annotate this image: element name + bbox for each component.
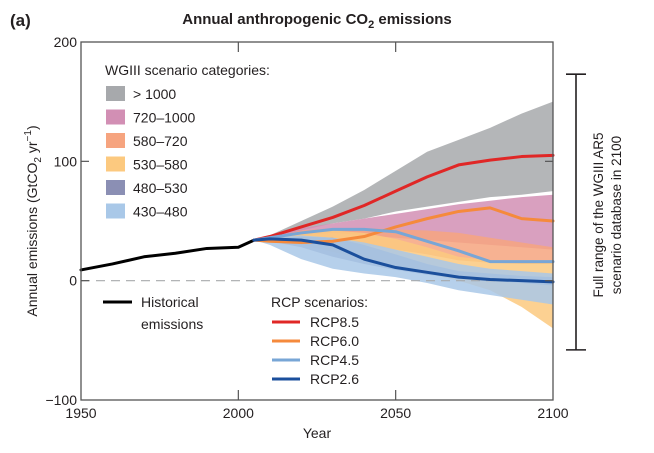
- series-line-rcp4-5: [252, 227, 555, 264]
- series-line-historical-emissions: [79, 238, 256, 272]
- series-line-rcp6-0: [252, 206, 555, 244]
- x-tick-label: 2100: [537, 405, 568, 421]
- panel-label: (a): [10, 11, 31, 30]
- plot-frame: [80, 41, 554, 401]
- y-tick-label: 0: [69, 273, 77, 289]
- legend-label-category: 480–530: [133, 180, 188, 196]
- series-line-rcp8-5: [252, 153, 555, 242]
- legend-swatch-category: [106, 156, 125, 172]
- legend-label-category: 430–480: [133, 204, 188, 220]
- legend-label-rcp: RCP6.0: [310, 333, 359, 349]
- y-axis-label: Annual emissions (GtCO2 yr−1): [23, 125, 44, 316]
- legend-label-historical-1: Historical: [141, 294, 199, 310]
- y-tick-label: −100: [45, 392, 77, 408]
- band-0: [254, 101, 554, 241]
- legend-label-rcp: RCP2.6: [310, 371, 359, 387]
- series-lines: [79, 153, 555, 284]
- legend-categories: WGIII scenario categories: > 1000 720–100…: [105, 62, 270, 220]
- legend-swatch-category: [106, 86, 125, 101]
- legend-label-rcp: RCP4.5: [310, 352, 359, 368]
- x-axis-label: Year: [303, 425, 332, 441]
- legend-label-category: 580–720: [133, 133, 188, 149]
- legend-label-rcp: RCP8.5: [310, 314, 359, 330]
- x-tick-label: 2000: [223, 405, 254, 421]
- legend-label-category: > 1000: [133, 86, 176, 102]
- legend-historical: Historical emissions: [103, 294, 203, 332]
- range-bar-label-1: Full range of the WGIII AR5: [591, 132, 606, 297]
- legend-swatch-category: [106, 133, 125, 148]
- x-tick-label: 2050: [380, 405, 411, 421]
- legend-swatch-category: [106, 109, 125, 125]
- legend-label-category: 720–1000: [133, 110, 196, 126]
- y-tick-label: 100: [54, 153, 78, 169]
- legend-categories-title: WGIII scenario categories:: [105, 62, 270, 78]
- legend-swatch-category: [106, 180, 125, 195]
- legend-rcp: RCP scenarios: RCP8.5 RCP6.0 RCP4.5 RCP2.6: [271, 294, 368, 387]
- range-bar-label-2: scenario database in 2100: [609, 136, 624, 294]
- legend-swatch-category: [106, 203, 125, 219]
- x-tick-label: 1950: [65, 405, 96, 421]
- y-tick-label: 200: [54, 34, 78, 50]
- legend-label-category: 530–580: [133, 157, 188, 173]
- chart-title: Annual anthropogenic CO2 emissions: [182, 11, 452, 31]
- axis-ticks: 1950 2000 2050 2100 −100 0 100 200: [45, 34, 568, 421]
- series-line-rcp2-6: [252, 237, 555, 284]
- legend-label-historical-2: emissions: [141, 316, 203, 332]
- legend-rcp-title: RCP scenarios:: [271, 294, 368, 310]
- range-bar: Full range of the WGIII AR5 scenario dat…: [566, 73, 624, 351]
